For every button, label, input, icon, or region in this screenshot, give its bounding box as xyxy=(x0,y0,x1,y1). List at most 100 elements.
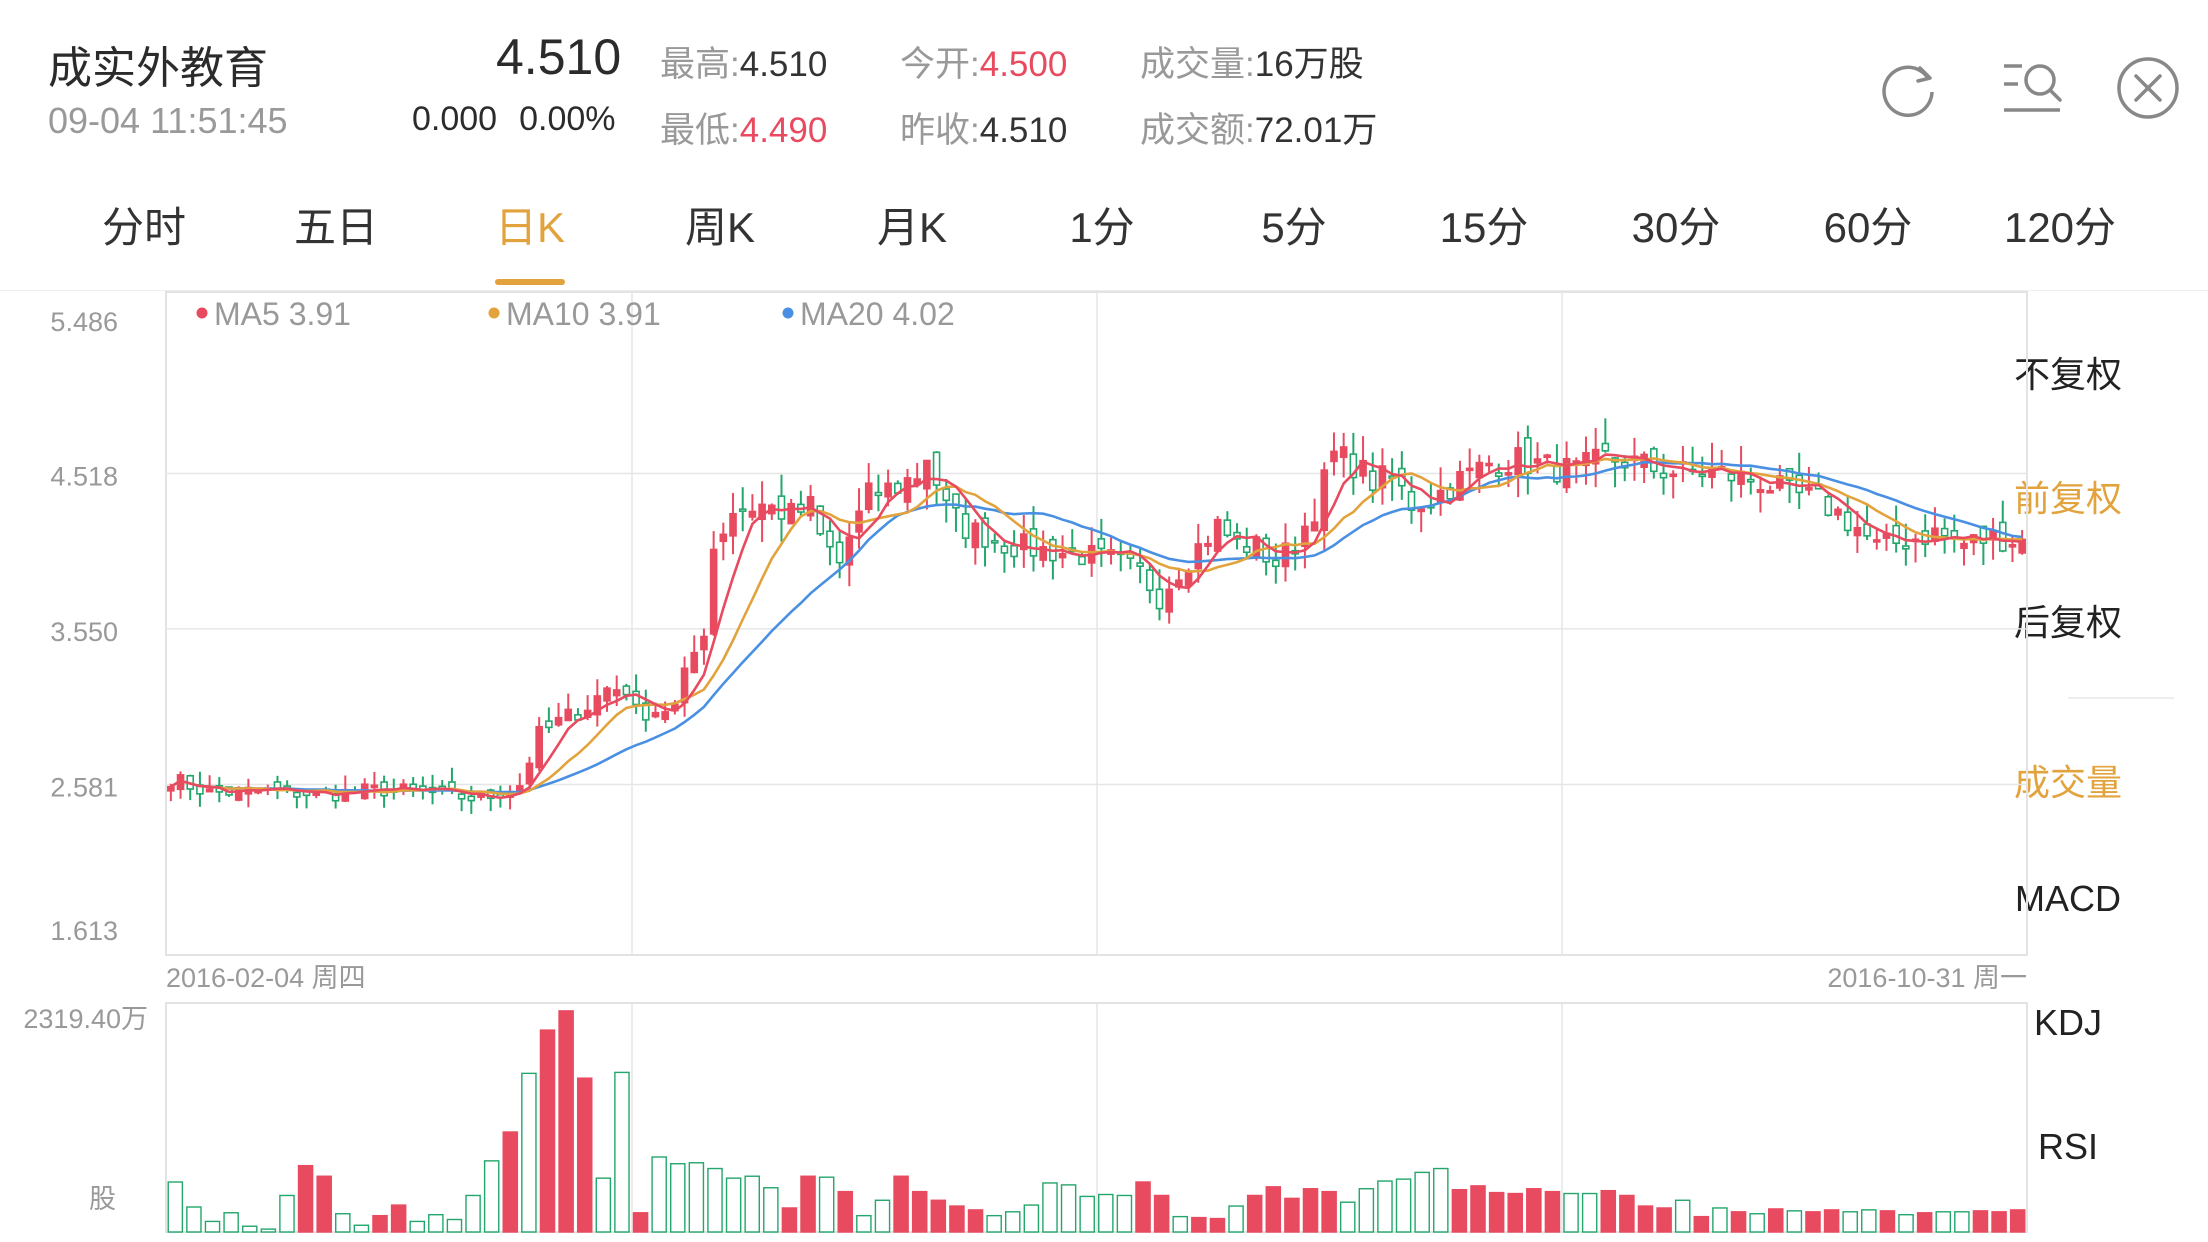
volume-bar-down xyxy=(614,1071,630,1233)
volume-bar-down xyxy=(707,1167,723,1233)
menu-kdj[interactable]: KDJ xyxy=(2033,1002,2103,1043)
candle-up xyxy=(1591,448,1600,465)
candle-up xyxy=(1543,454,1552,459)
candle-up xyxy=(661,711,669,721)
menu-rsi[interactable]: RSI xyxy=(2037,1126,2099,1167)
tab-daily-k[interactable]: 日K xyxy=(494,204,566,251)
candle-up xyxy=(1533,458,1542,464)
volume-bar-up xyxy=(967,1209,984,1233)
volume-bar-up xyxy=(1879,1210,1896,1233)
volume-bar-down xyxy=(1581,1192,1598,1233)
stat-high-value: 4.510 xyxy=(739,45,828,84)
menu-volume[interactable]: 成交量 xyxy=(2013,762,2123,803)
candle-up xyxy=(1465,467,1474,472)
tab-intraday[interactable]: 分时 xyxy=(101,204,187,251)
volume-bar-down xyxy=(688,1162,705,1233)
refresh-icon xyxy=(1882,65,1934,118)
tab-five-day[interactable]: 五日 xyxy=(293,204,379,251)
stat-high: 最高:4.510 xyxy=(660,36,827,87)
volume-bar-down xyxy=(1172,1215,1189,1233)
y-tick-label: 3.550 xyxy=(50,617,118,647)
volume-bar-up xyxy=(1451,1188,1468,1233)
candle-down xyxy=(1843,511,1852,532)
candle-up xyxy=(525,762,534,785)
vol-unit-label: 股 xyxy=(89,1184,116,1214)
volume-bar-up xyxy=(930,1199,947,1233)
y-tick-label: 4.518 xyxy=(50,461,118,491)
candle-up xyxy=(205,788,214,793)
volume-bar-down xyxy=(483,1160,500,1233)
stat-volume-value: 16万股 xyxy=(1254,45,1364,84)
tab-5min[interactable]: 5分 xyxy=(1261,204,1327,251)
volume-bar-up xyxy=(1544,1190,1561,1233)
tab-monthly-k[interactable]: 月K xyxy=(876,204,948,251)
volume-bar-down xyxy=(1395,1178,1412,1233)
tab-60min[interactable]: 60分 xyxy=(1823,204,1913,251)
search-list-button[interactable] xyxy=(2000,56,2064,120)
volume-bar-down xyxy=(1116,1194,1133,1233)
candle-down xyxy=(1349,453,1358,479)
volume-bar-up xyxy=(2009,1209,2026,1233)
volume-bar-down xyxy=(670,1163,686,1233)
volume-bar-down xyxy=(1023,1204,1040,1233)
volume-bar-down xyxy=(986,1214,1002,1233)
menu-forward-adjust[interactable]: 前复权 xyxy=(2013,478,2123,519)
candle-up xyxy=(700,635,708,651)
tab-120min[interactable]: 120分 xyxy=(2003,204,2117,251)
candle-up xyxy=(1766,490,1774,494)
volume-bar-down xyxy=(763,1187,779,1233)
x-end-label: 2016-10-31 周一 xyxy=(1827,963,2027,993)
candle-up xyxy=(787,502,795,525)
close-button[interactable] xyxy=(2116,56,2180,120)
candle-up xyxy=(1330,450,1338,463)
candle-down xyxy=(826,530,834,548)
volume-bar-down xyxy=(725,1177,742,1233)
stat-open-label: 今开: xyxy=(900,45,980,84)
volume-bar-down xyxy=(595,1177,612,1233)
candle-up xyxy=(1039,545,1047,561)
volume-bar-up xyxy=(1284,1197,1300,1233)
change-percent: 0.00% xyxy=(519,100,616,138)
candle-down xyxy=(1146,569,1154,592)
volume-bar-down xyxy=(335,1213,351,1233)
volume-bar-down xyxy=(874,1199,891,1233)
candle-up xyxy=(690,651,699,674)
menu-no-adjust[interactable]: 不复权 xyxy=(2013,354,2123,395)
volume-bar-up xyxy=(781,1207,798,1233)
legend-dot-ma10 xyxy=(488,307,500,319)
candle-up xyxy=(923,459,931,490)
volume-bar-down xyxy=(1060,1184,1077,1233)
active-tab-indicator xyxy=(495,279,565,285)
candle-up xyxy=(1165,588,1174,613)
candle-down xyxy=(990,540,999,544)
candle-up xyxy=(884,482,892,498)
volume-bar-down xyxy=(1228,1205,1244,1233)
volume-bar-up xyxy=(1730,1211,1747,1233)
candle-up xyxy=(1669,473,1678,478)
candle-up xyxy=(1562,457,1571,489)
volume-bar-up xyxy=(576,1077,593,1233)
menu-backward-adjust[interactable]: 后复权 xyxy=(2013,602,2123,643)
candle-down xyxy=(1746,478,1755,483)
candle-down xyxy=(1824,496,1833,516)
volume-bar-down xyxy=(1674,1199,1691,1233)
menu-macd[interactable]: MACD xyxy=(2015,878,2121,919)
tab-15min[interactable]: 15分 xyxy=(1439,204,1529,251)
volume-bar-down xyxy=(428,1213,444,1233)
volume-bar-up xyxy=(1619,1194,1635,1233)
volume-bar-up xyxy=(1135,1181,1151,1233)
candle-up xyxy=(1339,446,1348,459)
candle-up xyxy=(1456,471,1464,501)
candle-up xyxy=(1320,469,1329,532)
tab-30min[interactable]: 30分 xyxy=(1631,204,1721,251)
tab-weekly-k[interactable]: 周K xyxy=(684,204,756,251)
tab-1min[interactable]: 1分 xyxy=(1069,204,1135,251)
volume-bar-down xyxy=(204,1220,221,1233)
stat-open-value: 4.500 xyxy=(979,45,1068,84)
kline-chart[interactable]: 5.486 4.518 3.550 2.581 1.613 MA5 3.91 MA10 3.… xyxy=(0,0,2208,1000)
volume-bar-down xyxy=(1749,1213,1765,1233)
candle-up xyxy=(1756,489,1765,494)
volume-bar-down xyxy=(1377,1180,1393,1233)
refresh-button[interactable] xyxy=(1876,56,1940,120)
